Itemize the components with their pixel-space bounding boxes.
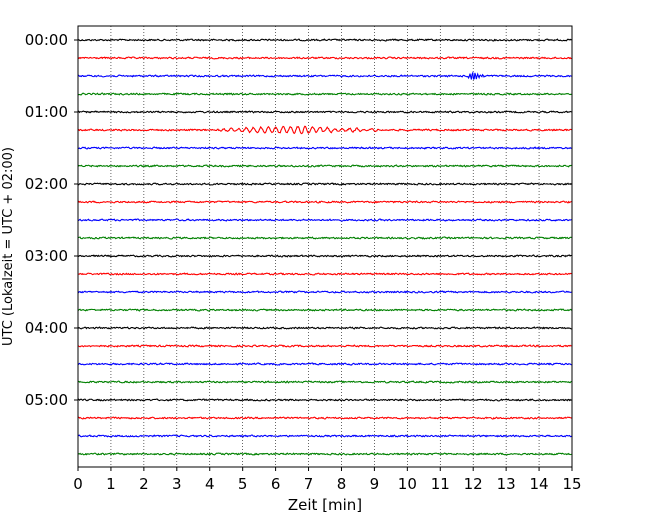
y-tick-label: 02:00: [25, 175, 68, 193]
x-tick-label: 9: [370, 475, 380, 493]
seismic-traces: [77, 38, 572, 456]
trace-line: [77, 92, 572, 96]
trace-line: [77, 344, 572, 348]
x-tick-label: 12: [464, 475, 483, 493]
x-tick-label: 7: [304, 475, 314, 493]
y-axis-label: UTC (Lokalzeit = UTC + 02:00): [1, 147, 16, 346]
plot-frame: [77, 25, 573, 468]
trace-line: [77, 200, 572, 204]
trace-line: [77, 70, 572, 80]
trace-line: [77, 38, 572, 42]
trace-line: [77, 452, 572, 456]
trace-line: [77, 110, 572, 114]
x-axis-label: Zeit [min]: [288, 496, 362, 514]
x-tick-label: 0: [73, 475, 83, 493]
trace-line: [77, 254, 572, 258]
trace-line: [77, 272, 572, 276]
y-tick-label: 03:00: [25, 247, 68, 265]
x-tick-label: 5: [238, 475, 248, 493]
trace-line: [77, 218, 572, 222]
x-tick-label: 11: [431, 475, 450, 493]
x-tick-label: 13: [497, 475, 516, 493]
x-tick-label: 3: [172, 475, 182, 493]
trace-line: [77, 182, 572, 186]
x-tick-label: 4: [205, 475, 215, 493]
trace-line: [77, 125, 572, 135]
trace-line: [77, 164, 572, 168]
x-tick-label: 6: [271, 475, 281, 493]
trace-line: [77, 326, 572, 330]
trace-line: [77, 380, 572, 384]
x-tick-label: 8: [337, 475, 347, 493]
y-axis-ticks: 00:00 01:00 02:00 03:00 04:00 05:00: [25, 31, 78, 409]
trace-line: [77, 362, 572, 366]
x-tick-label: 10: [398, 475, 417, 493]
y-tick-label: 01:00: [25, 103, 68, 121]
trace-line: [77, 290, 572, 294]
x-tick-label: 1: [106, 475, 116, 493]
x-tick-label: 2: [139, 475, 149, 493]
trace-line: [77, 236, 572, 240]
y-tick-label: 00:00: [25, 31, 68, 49]
x-tick-label: 14: [530, 475, 549, 493]
grid-lines: [110, 26, 540, 467]
trace-line: [77, 434, 572, 438]
trace-line: [77, 416, 572, 420]
trace-line: [77, 398, 572, 402]
trace-line: [77, 308, 572, 312]
y-tick-label: 05:00: [25, 391, 68, 409]
x-axis-ticks: 0 1 2 3 4 5 6 7 8 9 10 11 12 13 14 15: [73, 467, 582, 493]
y-tick-label: 04:00: [25, 319, 68, 337]
trace-line: [77, 56, 572, 60]
trace-line: [77, 146, 572, 150]
x-tick-label: 15: [562, 475, 581, 493]
